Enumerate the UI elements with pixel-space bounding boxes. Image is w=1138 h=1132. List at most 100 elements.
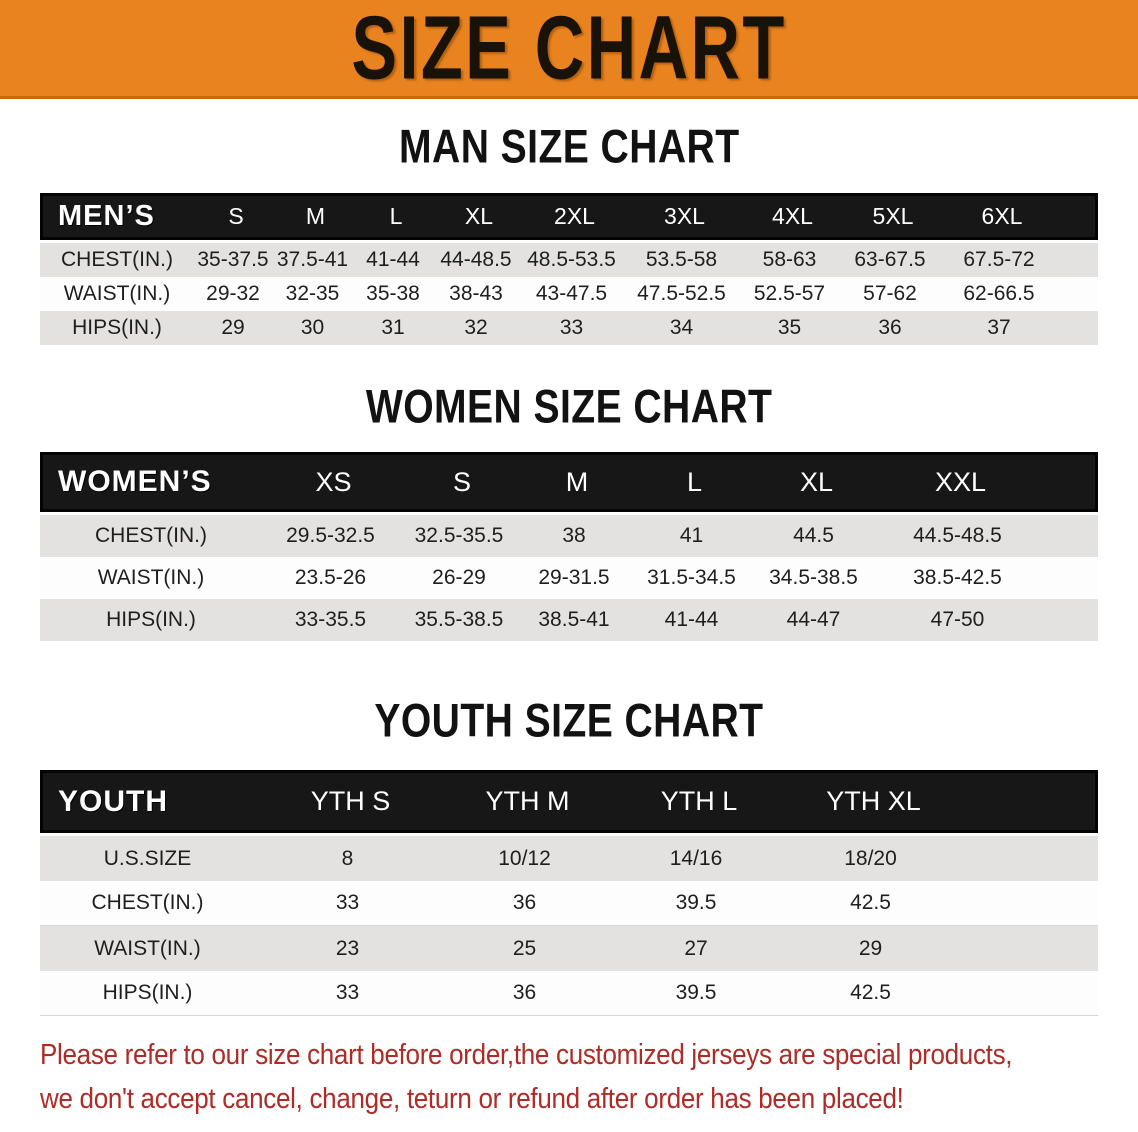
- table-row: HIPS(IN.) 33-35.5 35.5-38.5 38.5-41 41-44 44-…: [40, 599, 1098, 641]
- size-value-cell: 32.5-35.5: [414, 524, 504, 547]
- size-value-cell: 35-37.5: [197, 248, 269, 271]
- size-column-header: XS: [315, 466, 352, 497]
- row-label: HIPS(IN.): [102, 981, 193, 1004]
- table-row: U.S.SIZE 8 10/12 14/16 18/20: [40, 836, 1098, 881]
- size-value-cell: 33: [335, 891, 360, 914]
- size-column-header: XL: [464, 203, 494, 229]
- size-value-cell: 18/20: [844, 846, 897, 870]
- size-value-cell: 29: [221, 316, 245, 339]
- men-size-chart-section: MAN SIZE CHART MEN’S S M L XL 2XL 3XL 4XL 5XL 6X…: [0, 123, 1138, 345]
- youth-size-table: YOUTH YTH S YTH M YTH L YTH XL U.S.SIZE 8 10/…: [40, 770, 1098, 1016]
- size-value-cell: 35.5-38.5: [414, 608, 504, 631]
- size-value-cell: 25: [512, 936, 537, 960]
- size-value-cell: 44.5-48.5: [913, 524, 1002, 547]
- row-label: HIPS(IN.): [106, 608, 196, 631]
- size-column-header: L: [389, 203, 403, 229]
- size-value-cell: 37.5-41: [276, 248, 349, 271]
- table-row: HIPS(IN.) 33 36 39.5 42.5: [40, 971, 1098, 1016]
- size-value-cell: 41-44: [366, 248, 420, 271]
- size-value-cell: 62-66.5: [963, 282, 1035, 305]
- men-table-header-row: MEN’S S M L XL 2XL 3XL 4XL 5XL 6XL: [40, 193, 1098, 240]
- row-label: WAIST(IN.): [94, 936, 201, 960]
- size-value-cell: 36: [512, 891, 537, 914]
- size-column-header: XXL: [934, 466, 987, 497]
- size-value-cell: 58-63: [762, 248, 817, 271]
- size-value-cell: 44.5: [793, 524, 834, 547]
- women-section-title-text: WOMEN SIZE CHART: [365, 379, 773, 433]
- size-value-cell: 10/12: [498, 846, 551, 870]
- row-label: WAIST(IN.): [63, 282, 171, 305]
- men-table-header-label: MEN’S: [58, 200, 155, 232]
- disclaimer-note: Please refer to our size chart before or…: [40, 1032, 1138, 1120]
- table-row: CHEST(IN.) 29.5-32.5 32.5-35.5 38 41 44.5 44.5…: [40, 515, 1098, 557]
- size-column-header: 4XL: [772, 203, 813, 229]
- size-value-cell: 52.5-57: [753, 282, 826, 305]
- size-value-cell: 29.5-32.5: [286, 524, 375, 547]
- size-value-cell: 42.5: [850, 891, 891, 914]
- size-value-cell: 35: [777, 316, 802, 339]
- size-value-cell: 44-47: [786, 608, 841, 631]
- size-value-cell: 29-31.5: [538, 566, 610, 589]
- size-chart-banner: SIZE CHART: [0, 0, 1138, 99]
- men-section-title-text: MAN SIZE CHART: [398, 119, 740, 173]
- men-size-table: MEN’S S M L XL 2XL 3XL 4XL 5XL 6XL CHEST(IN.) 35-…: [40, 193, 1098, 345]
- size-value-cell: 36: [512, 981, 537, 1004]
- size-value-cell: 27: [684, 936, 708, 960]
- size-value-cell: 26-29: [432, 566, 486, 589]
- size-value-cell: 43-47.5: [535, 282, 608, 305]
- table-row: CHEST(IN.) 35-37.5 37.5-41 41-44 44-48.5 48.5…: [40, 243, 1098, 277]
- row-label: CHEST(IN.): [91, 891, 204, 914]
- disclaimer-line-1: Please refer to our size chart before or…: [40, 1037, 1013, 1071]
- size-value-cell: 8: [341, 846, 354, 870]
- row-label: HIPS(IN.): [72, 316, 162, 339]
- size-value-cell: 30: [300, 316, 325, 339]
- size-value-cell: 38.5-41: [538, 608, 610, 631]
- size-value-cell: 38.5-42.5: [913, 566, 1002, 589]
- size-column-header: L: [686, 466, 703, 497]
- size-column-header: S: [452, 466, 471, 497]
- size-value-cell: 29-32: [206, 282, 260, 305]
- size-value-cell: 47-50: [930, 608, 985, 631]
- size-value-cell: 36: [878, 316, 902, 339]
- size-column-header: M: [305, 203, 326, 229]
- youth-size-chart-section: YOUTH SIZE CHART YOUTH YTH S YTH M YTH L YT…: [0, 697, 1138, 1016]
- size-value-cell: 32: [464, 316, 488, 339]
- size-column-header: M: [565, 466, 589, 497]
- men-section-title: MAN SIZE CHART: [0, 119, 1138, 173]
- size-column-header: YTH XL: [826, 786, 921, 816]
- size-value-cell: 33: [559, 316, 584, 339]
- row-label: WAIST(IN.): [97, 566, 205, 589]
- size-value-cell: 32-35: [285, 282, 340, 305]
- row-label: U.S.SIZE: [103, 846, 192, 870]
- size-value-cell: 67.5-72: [963, 248, 1035, 271]
- table-row: CHEST(IN.) 33 36 39.5 42.5: [40, 881, 1098, 926]
- size-value-cell: 47.5-52.5: [637, 282, 726, 305]
- banner-title: SIZE CHART: [351, 0, 787, 98]
- size-column-header: YTH L: [660, 786, 738, 816]
- women-size-chart-section: WOMEN SIZE CHART WOMEN’S XS S M L XL XXL CHES…: [0, 383, 1138, 641]
- size-value-cell: 37: [987, 316, 1011, 339]
- size-column-header: 2XL: [554, 203, 595, 229]
- women-section-title: WOMEN SIZE CHART: [0, 379, 1138, 433]
- size-value-cell: 38-43: [449, 282, 503, 305]
- size-column-header: XL: [799, 466, 834, 497]
- size-value-cell: 14/16: [669, 846, 723, 870]
- size-value-cell: 34.5-38.5: [769, 566, 858, 589]
- size-value-cell: 35-38: [366, 282, 420, 305]
- size-value-cell: 63-67.5: [854, 248, 926, 271]
- youth-section-title: YOUTH SIZE CHART: [0, 693, 1138, 747]
- size-value-cell: 38: [562, 524, 586, 547]
- size-value-cell: 23: [335, 936, 360, 960]
- size-value-cell: 53.5-58: [645, 248, 718, 271]
- size-column-header: 6XL: [981, 203, 1023, 229]
- size-column-header: YTH S: [310, 786, 391, 816]
- youth-section-title-text: YOUTH SIZE CHART: [374, 693, 764, 747]
- size-column-header: S: [228, 203, 244, 229]
- size-value-cell: 39.5: [675, 891, 717, 914]
- size-value-cell: 44-48.5: [440, 248, 512, 271]
- size-value-cell: 31.5-34.5: [647, 566, 736, 589]
- table-row: HIPS(IN.) 29 30 31 32 33 34 35 36 37: [40, 311, 1098, 345]
- disclaimer-line-2: we don't accept cancel, change, teturn o…: [40, 1081, 904, 1115]
- size-column-header: 3XL: [664, 203, 705, 229]
- size-value-cell: 57-62: [863, 282, 917, 305]
